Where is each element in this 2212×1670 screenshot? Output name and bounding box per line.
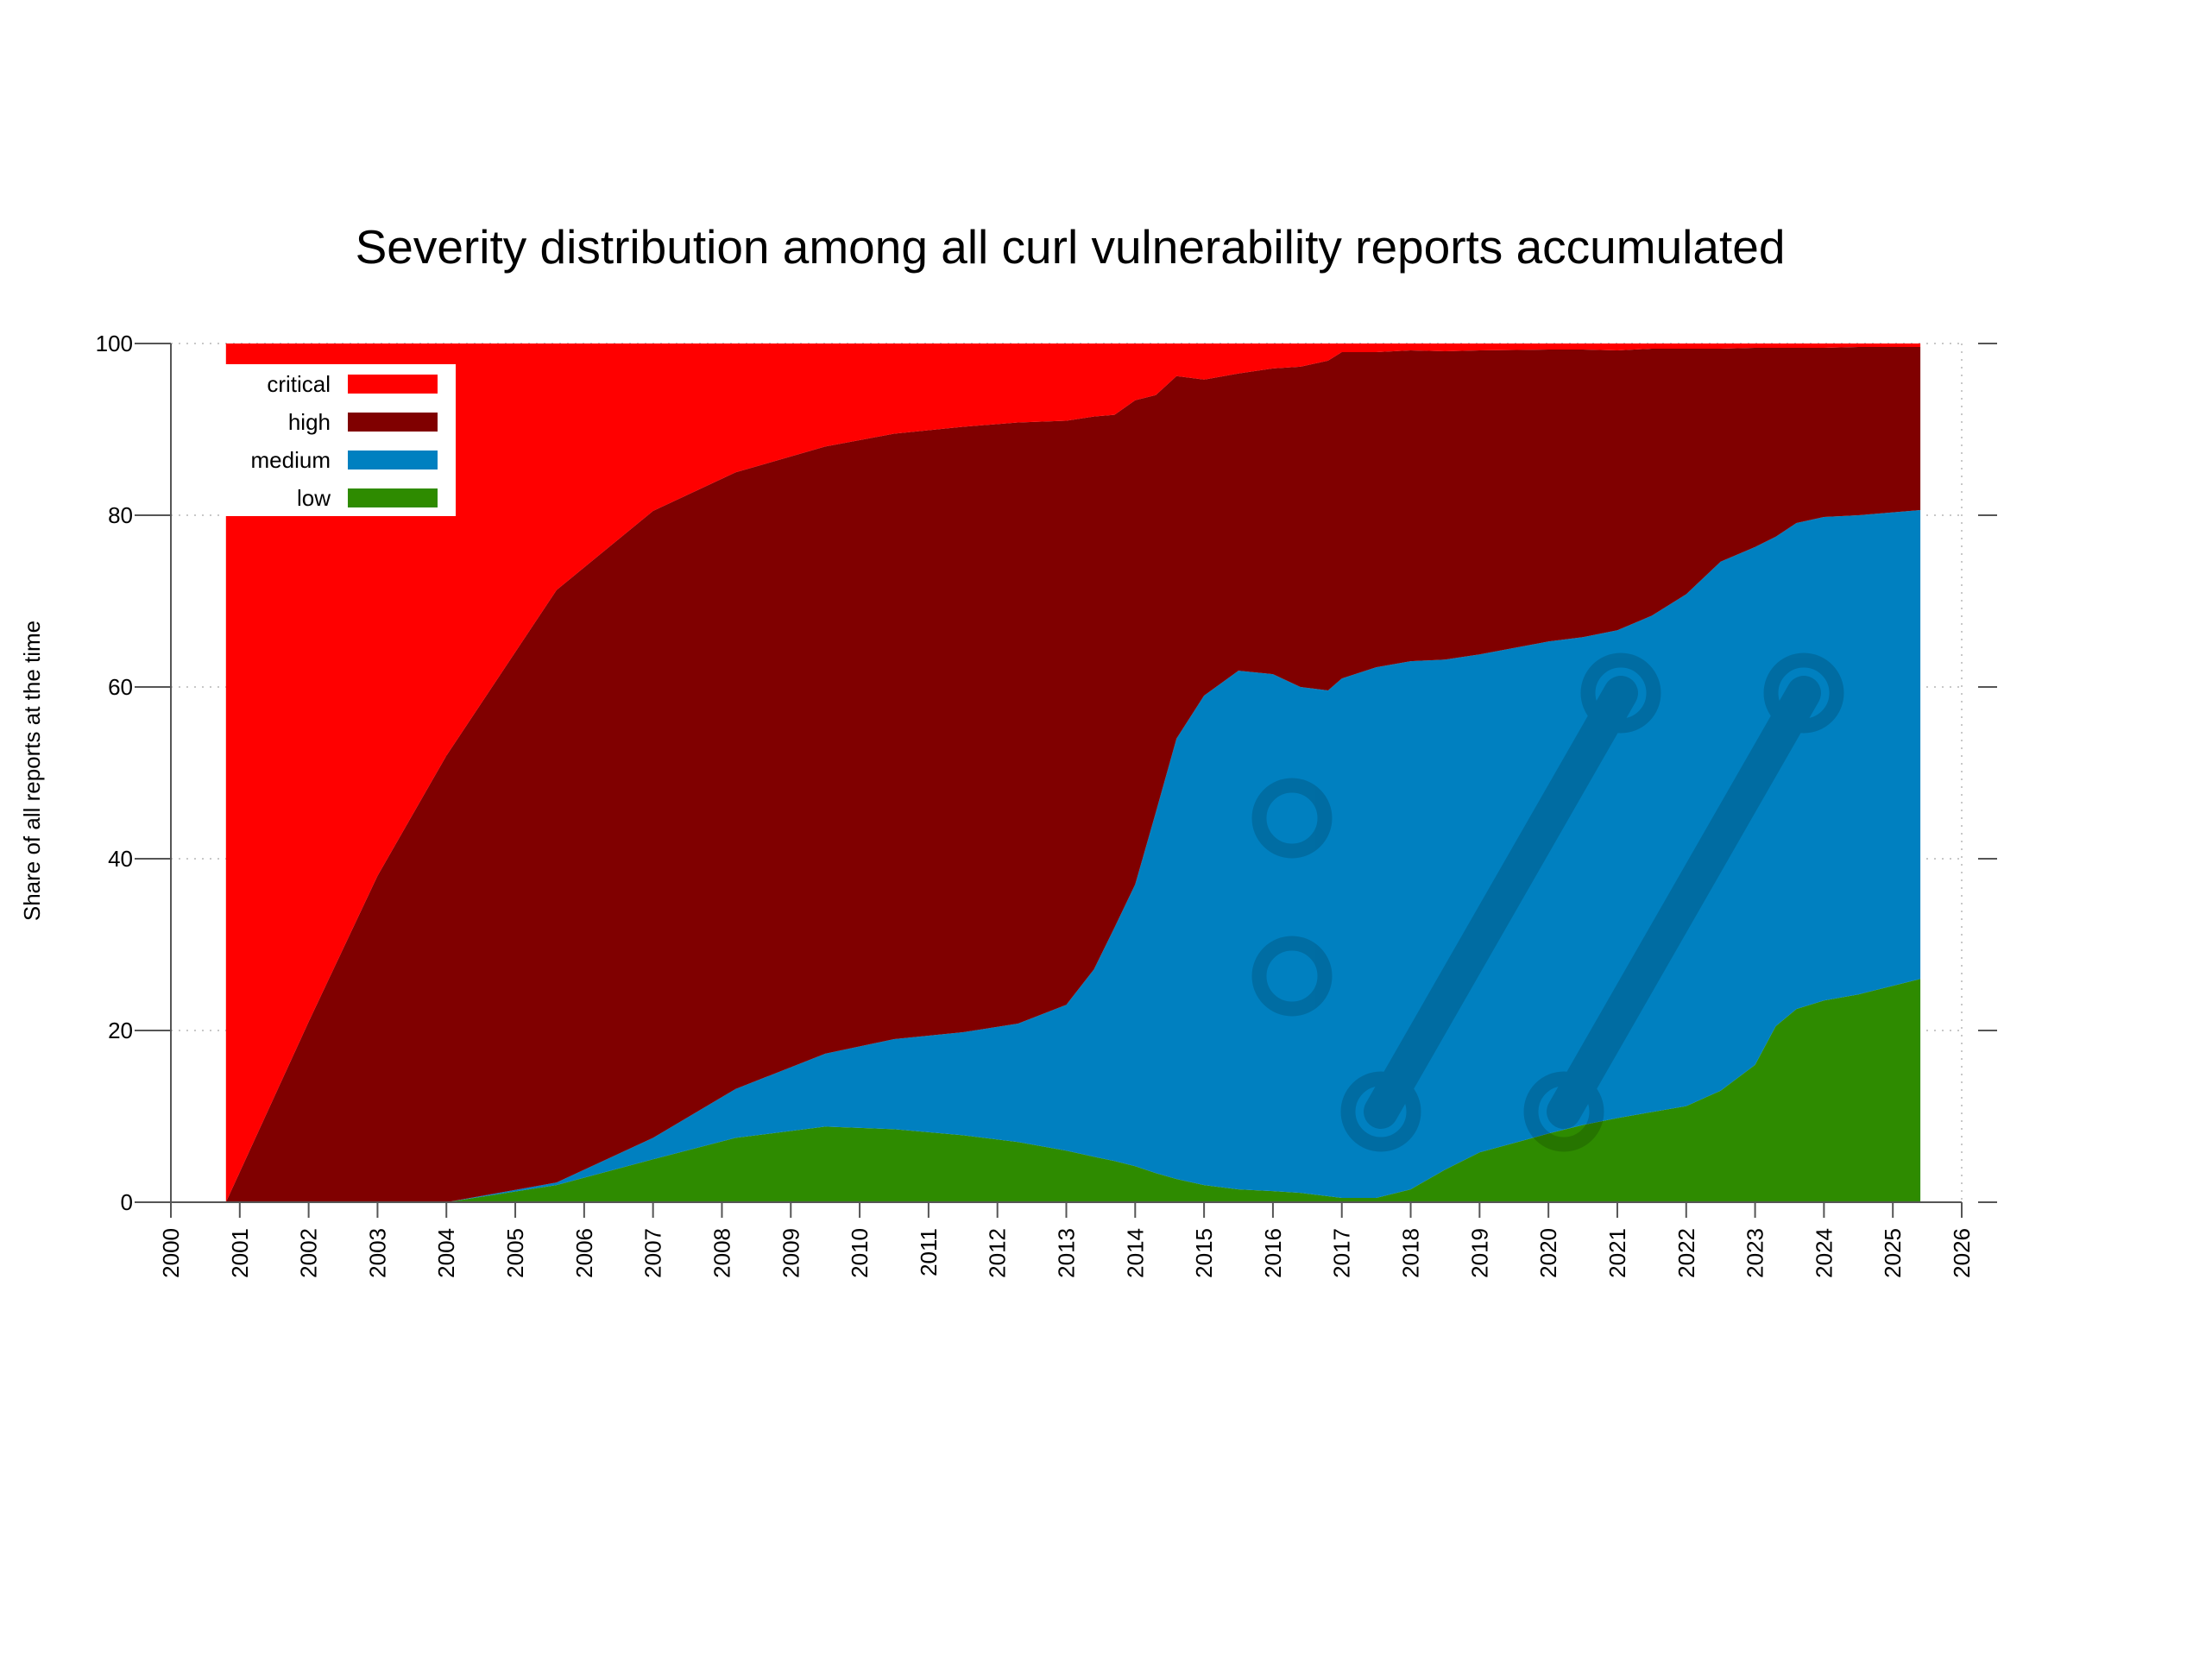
stacked-areas	[225, 343, 1921, 1202]
legend-swatch-low	[348, 488, 438, 507]
x-tick-label: 2021	[1604, 1228, 1630, 1278]
area-series-low	[225, 979, 1921, 1202]
x-tick-label: 2018	[1398, 1228, 1424, 1278]
x-tick-label: 2012	[985, 1228, 1011, 1278]
area-series-medium	[225, 510, 1921, 1202]
axes: 2000 2001 2002 2003 2004 2005 2006 2007 2008 2009…	[96, 331, 1997, 1278]
y-tick-label: 0	[121, 1189, 133, 1215]
x-tick-label: 2026	[1949, 1228, 1975, 1278]
x-tick-label: 2002	[296, 1228, 322, 1278]
curl-logo-watermark	[1251, 652, 1844, 1152]
legend-label-high: high	[288, 409, 331, 435]
x-tick-label: 2001	[227, 1228, 253, 1278]
y-axis-label: Share of all reports at the time	[19, 621, 45, 921]
x-tick-label: 2019	[1466, 1228, 1492, 1278]
legend-swatch-critical	[348, 375, 438, 394]
x-tick-label: 2006	[571, 1228, 597, 1278]
x-tick-label: 2017	[1329, 1228, 1355, 1278]
legend-label-medium: medium	[251, 447, 331, 473]
legend: critical high medium low	[223, 364, 456, 516]
x-tick-label: 2011	[916, 1228, 942, 1276]
x-tick-label: 2025	[1880, 1228, 1906, 1278]
x-tick-label: 2016	[1260, 1228, 1286, 1278]
legend-swatch-medium	[348, 451, 438, 469]
legend-label-low: low	[297, 485, 331, 511]
x-tick-label: 2008	[709, 1228, 734, 1278]
y-tick-label: 40	[108, 846, 133, 872]
x-tick-label: 2023	[1743, 1228, 1768, 1278]
x-tick-label: 2015	[1191, 1228, 1217, 1278]
x-tick-label: 2009	[778, 1228, 804, 1278]
x-tick-label: 2010	[847, 1228, 873, 1278]
x-tick-label: 2013	[1054, 1228, 1080, 1278]
x-tick-label: 2020	[1535, 1228, 1561, 1278]
y-tick-label: 20	[108, 1018, 133, 1043]
chart-title: Severity distribution among all curl vul…	[356, 220, 1786, 274]
y-tick-label: 100	[96, 331, 133, 356]
x-tick-label: 2003	[364, 1228, 390, 1278]
x-tick-label: 2007	[640, 1228, 666, 1278]
legend-label-critical: critical	[267, 371, 331, 397]
y-tick-label: 80	[108, 502, 133, 528]
x-tick-label: 2004	[433, 1228, 459, 1278]
x-tick-label: 2022	[1673, 1228, 1699, 1278]
y-tick-label: 60	[108, 674, 133, 700]
x-tick-label: 2024	[1811, 1228, 1837, 1278]
x-tick-label: 2014	[1122, 1228, 1148, 1278]
x-tick-label: 2005	[502, 1228, 528, 1278]
x-tick-label: 2000	[158, 1228, 184, 1278]
area-series-high	[225, 347, 1921, 1202]
legend-swatch-high	[348, 413, 438, 432]
